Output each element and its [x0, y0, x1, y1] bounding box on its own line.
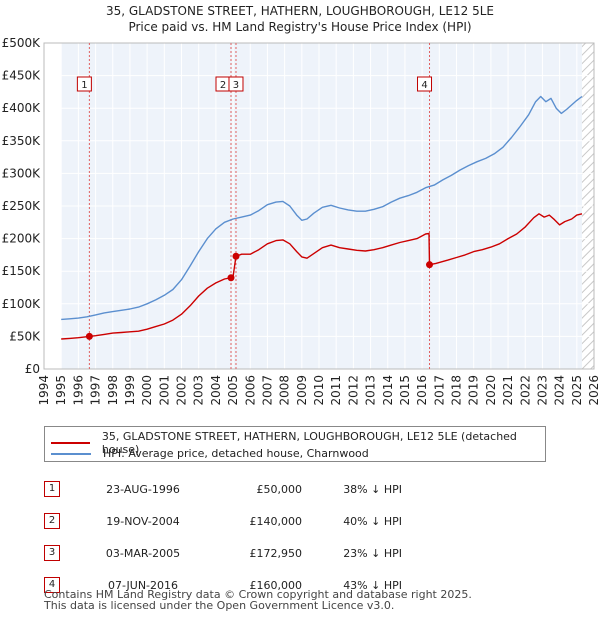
- sale-badge: 1: [44, 481, 60, 497]
- sale-badge-box: [417, 76, 433, 92]
- x-tick-label: 2001: [157, 375, 171, 406]
- sale-badge: 4: [44, 577, 60, 593]
- sale-point: [227, 274, 235, 282]
- y-tick-label: £0: [25, 362, 40, 376]
- x-tick-label: 2022: [518, 375, 532, 406]
- x-tick-label: 1998: [106, 375, 120, 406]
- x-tick-label: 2019: [467, 375, 481, 406]
- sale-point: [85, 332, 93, 340]
- legend-item-property: 35, GLADSTONE STREET, HATHERN, LOUGHBORO…: [51, 430, 545, 456]
- sale-badge: 3: [44, 545, 60, 561]
- sale-price: £140,000: [249, 514, 303, 528]
- chart-legend: 35, GLADSTONE STREET, HATHERN, LOUGHBORO…: [44, 426, 546, 462]
- table-row: 2 19-NOV-2004 £140,000 40% ↓ HPI: [40, 505, 402, 537]
- footer-line-1: Contains HM Land Registry data © Crown c…: [44, 588, 472, 601]
- footer-attribution: Contains HM Land Registry data © Crown c…: [44, 589, 472, 611]
- x-tick-label: 2012: [346, 375, 360, 406]
- x-tick-label: 2007: [260, 375, 274, 406]
- y-tick-label: £100K: [2, 297, 42, 311]
- x-tick-label: 2002: [175, 375, 189, 406]
- plot-frame: [43, 42, 595, 370]
- price-chart: 35, GLADSTONE STREET, HATHERN, LOUGHBORO…: [2, 4, 600, 406]
- sale-price: £160,000: [249, 578, 303, 592]
- sale-badge-label: 2: [220, 80, 226, 91]
- sale-point: [426, 261, 434, 269]
- x-tick-label: 2006: [243, 375, 257, 406]
- sale-badge: 2: [44, 513, 60, 529]
- sale-date: 03-MAR-2005: [105, 546, 181, 560]
- sale-hpi-diff: 40% ↓ HPI: [343, 514, 402, 528]
- sale-price: £50,000: [256, 482, 303, 496]
- legend-swatch-hpi: [51, 452, 91, 455]
- x-tick-label: 2004: [209, 375, 223, 406]
- sale-badge-marker: 2: [215, 76, 231, 92]
- x-tick-label: 1995: [54, 375, 68, 406]
- sale-badge-marker: 4: [417, 76, 433, 92]
- x-tick-label: 2017: [432, 375, 446, 406]
- sale-date: 07-JUN-2016: [107, 578, 179, 592]
- sale-badge-box: [76, 76, 92, 92]
- legend-label-hpi: HPI: Average price, detached house, Char…: [103, 447, 369, 460]
- y-tick-label: £400K: [2, 101, 42, 115]
- x-tick-label: 2009: [295, 375, 309, 406]
- x-tick-label: 1994: [37, 375, 51, 406]
- y-tick-label: £50K: [9, 329, 41, 343]
- chart-subtitle: Price paid vs. HM Land Registry's House …: [128, 20, 471, 34]
- sales-table: 1 23-AUG-1996 £50,000 38% ↓ HPI 2 19-NOV…: [40, 473, 402, 601]
- sale-badge-marker: 3: [228, 76, 244, 92]
- sale-badge-label: 3: [233, 80, 239, 91]
- sale-price: £172,950: [249, 546, 303, 560]
- sale-hpi-diff: 43% ↓ HPI: [343, 578, 402, 592]
- y-tick-label: £350K: [2, 134, 42, 148]
- sale-date: 19-NOV-2004: [106, 514, 180, 528]
- y-tick-label: £200K: [2, 232, 42, 246]
- x-tick-label: 2000: [140, 375, 154, 406]
- sale-hpi-diff: 23% ↓ HPI: [343, 546, 402, 560]
- x-tick-label: 2003: [192, 375, 206, 406]
- table-row: 3 03-MAR-2005 £172,950 23% ↓ HPI: [40, 537, 402, 569]
- x-tick-label: 1997: [89, 375, 103, 406]
- x-tick-label: 2023: [535, 375, 549, 406]
- x-tick-label: 2005: [226, 375, 240, 406]
- y-tick-label: £450K: [2, 69, 42, 83]
- x-tick-label: 2008: [278, 375, 292, 406]
- x-tick-label: 1999: [123, 375, 137, 406]
- x-tick-label: 2015: [398, 375, 412, 406]
- sale-badge-label: 1: [81, 80, 87, 91]
- x-tick-label: 2026: [587, 375, 600, 406]
- y-tick-label: £500K: [2, 36, 42, 50]
- sale-badge-marker: 1: [76, 76, 92, 92]
- table-row: 1 23-AUG-1996 £50,000 38% ↓ HPI: [40, 473, 402, 505]
- x-tick-label: 2010: [312, 375, 326, 406]
- series-line-property: [61, 213, 583, 340]
- sale-badge-label: 4: [421, 80, 427, 91]
- sale-point: [232, 252, 240, 260]
- x-tick-label: 2021: [501, 375, 515, 406]
- y-tick-label: £300K: [2, 166, 42, 180]
- chart-title: 35, GLADSTONE STREET, HATHERN, LOUGHBORO…: [106, 4, 494, 18]
- legend-swatch-property: [51, 442, 90, 444]
- sale-hpi-diff: 38% ↓ HPI: [343, 482, 402, 496]
- x-tick-label: 2016: [415, 375, 429, 406]
- footer-line-2: This data is licensed under the Open Gov…: [44, 599, 395, 612]
- legend-label-property: 35, GLADSTONE STREET, HATHERN, LOUGHBORO…: [101, 430, 517, 456]
- sale-badge-box: [228, 76, 244, 92]
- y-tick-label: £150K: [2, 264, 42, 278]
- x-tick-label: 2020: [484, 375, 498, 406]
- legend-item-hpi: HPI: Average price, detached house, Char…: [51, 447, 369, 460]
- x-tick-label: 2013: [364, 375, 378, 406]
- sale-date: 23-AUG-1996: [106, 482, 180, 496]
- x-tick-label: 2011: [329, 375, 343, 406]
- x-tick-label: 2025: [570, 375, 584, 406]
- x-tick-label: 2024: [553, 375, 567, 406]
- series-line-hpi: [61, 95, 583, 321]
- table-row: 4 07-JUN-2016 £160,000 43% ↓ HPI: [40, 569, 402, 601]
- x-tick-label: 2014: [381, 375, 395, 406]
- x-tick-label: 1996: [71, 375, 85, 406]
- y-tick-label: £250K: [2, 199, 42, 213]
- x-tick-label: 2018: [450, 375, 464, 406]
